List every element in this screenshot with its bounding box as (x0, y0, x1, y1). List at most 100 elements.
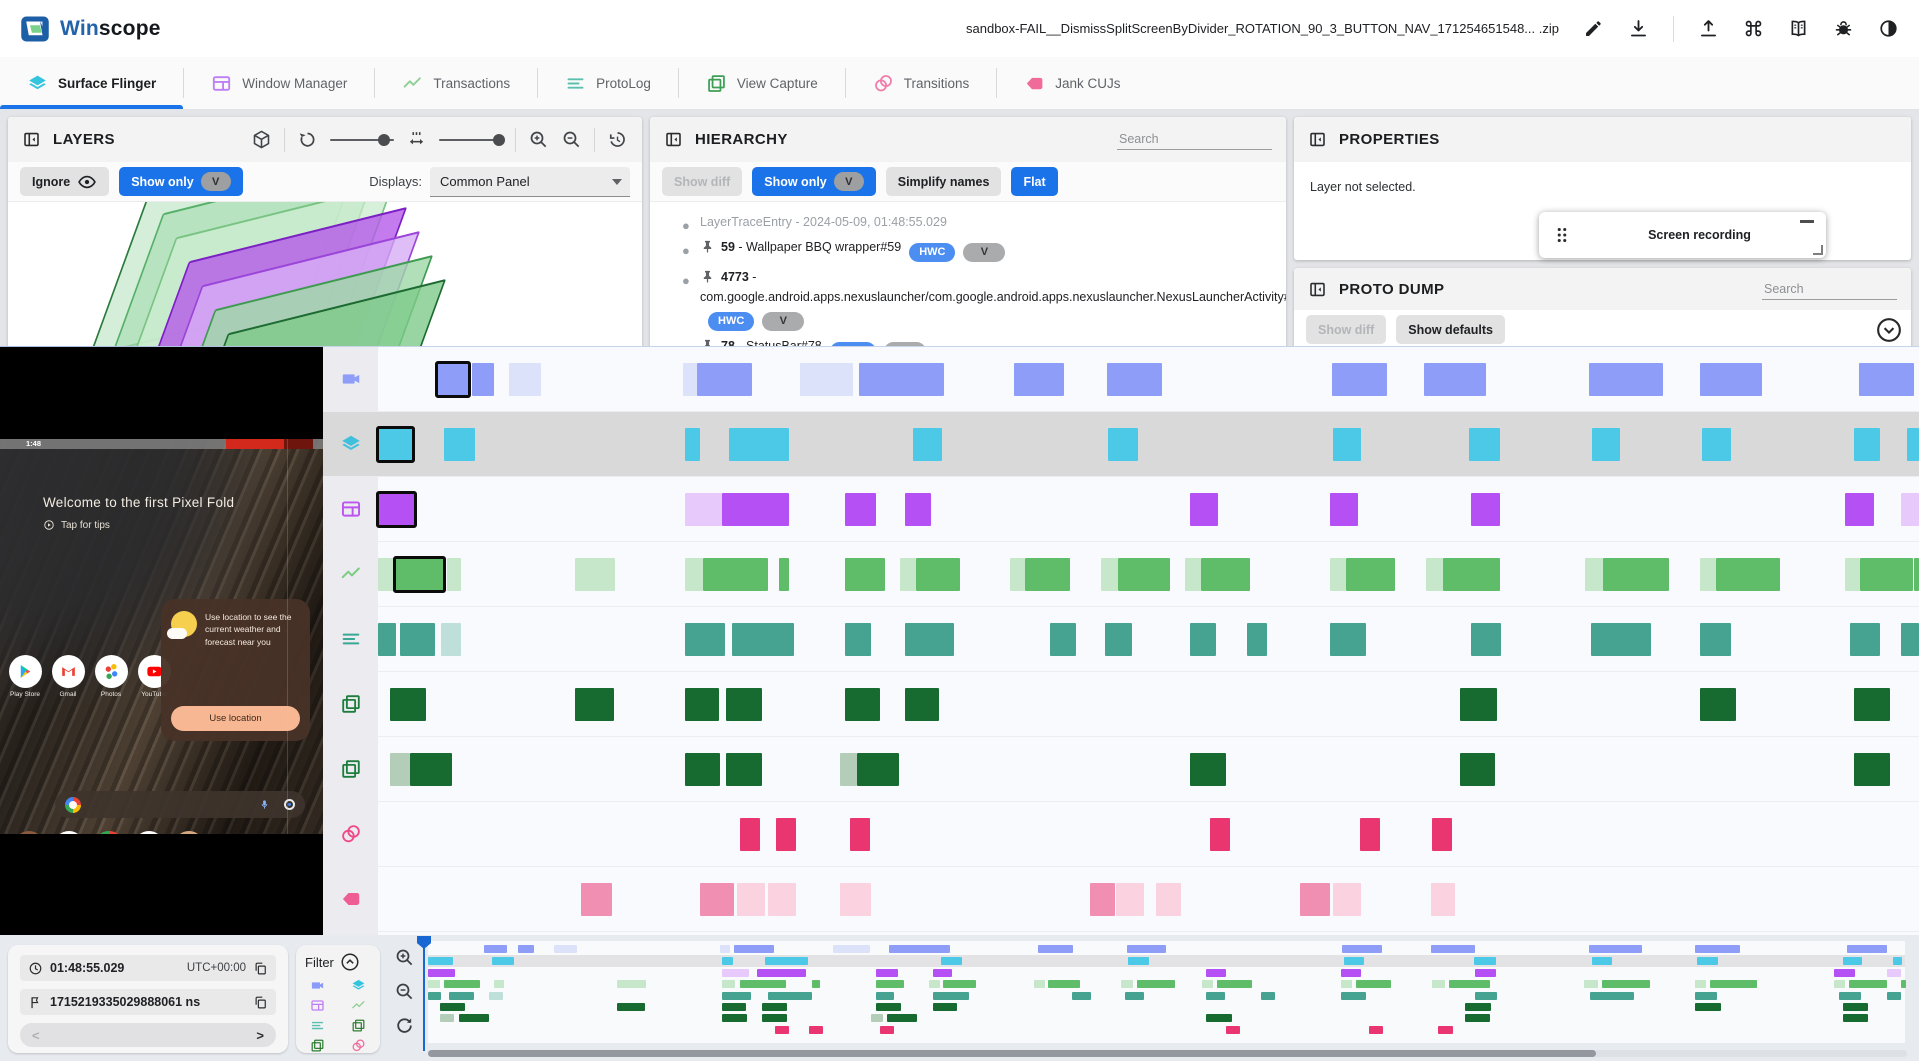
trace-entry-transitions[interactable] (1359, 818, 1380, 851)
mini-trace-entry-surface-flinger[interactable] (491, 957, 514, 965)
rotation-slider[interactable] (330, 133, 394, 146)
trace-entry-view-capture-taskbar[interactable] (684, 688, 719, 721)
mini-trace-entry-transactions[interactable] (1048, 980, 1081, 988)
mini-trace-entry-transactions[interactable] (1602, 980, 1650, 988)
trace-entry-view-capture-taskbar[interactable] (726, 688, 762, 721)
window-icon[interactable] (310, 998, 325, 1013)
mini-trace-entry-transactions[interactable] (494, 980, 505, 988)
mini-trace-entry-transactions[interactable] (1120, 980, 1133, 988)
mini-trace-entry-screen-recording[interactable] (1342, 945, 1383, 953)
tab-transactions[interactable]: Transactions (375, 57, 537, 109)
trace-entry-protolog[interactable] (378, 623, 397, 656)
trace-entry-protolog[interactable] (1700, 623, 1731, 656)
mini-trace-entry-view-capture-taskbar[interactable] (1464, 1003, 1492, 1011)
tab-jank-cujs[interactable]: Jank CUJs (997, 57, 1147, 109)
show-defaults-button[interactable]: Show defaults (1396, 315, 1505, 344)
trace-entry-window-manager[interactable] (1470, 493, 1500, 526)
next-frame-button[interactable]: > (256, 1027, 264, 1043)
mini-trace-entry-protolog[interactable] (448, 992, 475, 1000)
mini-trace-entry-view-capture-taskbar[interactable] (439, 1003, 466, 1011)
trace-entry-view-capture-taskbar[interactable] (1854, 688, 1890, 721)
expand-section-button[interactable] (1875, 316, 1903, 344)
copy-icon[interactable] (253, 961, 268, 976)
mini-trace-entry-protolog[interactable] (875, 992, 895, 1000)
trace-entry-screen-recording[interactable] (1589, 363, 1664, 396)
tab-window-manager[interactable]: Window Manager (184, 57, 374, 109)
mini-trace-entry-view-capture-taskbar[interactable] (1695, 1003, 1721, 1011)
trace-entry-protolog[interactable] (905, 623, 955, 656)
videocam-icon[interactable] (310, 978, 325, 993)
screen-recording-floating-window[interactable]: Screen recording (1539, 212, 1826, 258)
tree-node-4773[interactable]: ● 4773 - com.google.android.apps.nexuslau… (676, 265, 1286, 334)
trace-entry-transactions[interactable] (392, 556, 447, 593)
zoom-in-icon[interactable] (528, 129, 549, 150)
timeline-row-transitions[interactable] (323, 802, 1919, 867)
trace-entry-transactions[interactable] (1715, 558, 1781, 591)
trace-entry-jank-cujs[interactable] (737, 883, 765, 916)
mini-trace-entry-view-capture-launcher[interactable] (761, 1014, 788, 1022)
mini-trace-entry-transactions[interactable] (1848, 980, 1887, 988)
zoom-in-icon[interactable] (394, 947, 415, 968)
collapse-panel-icon[interactable] (22, 130, 41, 149)
trace-entry-view-capture-launcher[interactable] (1190, 753, 1226, 786)
trace-entry-transactions[interactable] (378, 558, 395, 591)
mini-trace-entry-screen-recording[interactable] (1588, 945, 1643, 953)
mini-trace-entry-surface-flinger[interactable] (1696, 957, 1718, 965)
timeline-row-transactions[interactable] (323, 542, 1919, 607)
mini-trace-entry-transitions[interactable] (775, 1026, 790, 1034)
trace-entry-transactions[interactable] (1100, 558, 1118, 591)
shortcuts-icon[interactable] (1743, 18, 1764, 39)
trace-entry-surface-flinger[interactable] (729, 428, 790, 461)
displays-select[interactable]: Common Panel (430, 166, 630, 197)
mini-trace-entry-surface-flinger[interactable] (940, 957, 962, 965)
timeline-row-surface-flinger[interactable] (323, 412, 1919, 477)
mini-trace-entry-window-manager[interactable] (428, 969, 455, 977)
mini-trace-entry-screen-recording[interactable] (484, 945, 508, 953)
human-time-field[interactable]: 01:48:55.029 UTC+00:00 (20, 955, 276, 981)
trace-entry-protolog[interactable] (1470, 623, 1502, 656)
trace-entry-view-capture-launcher[interactable] (1459, 753, 1496, 786)
trace-entry-view-capture-launcher[interactable] (410, 753, 452, 786)
mini-trace-entry-protolog[interactable] (1887, 992, 1901, 1000)
trace-entry-view-capture-launcher[interactable] (840, 753, 858, 786)
trace-entry-screen-recording[interactable] (1424, 363, 1486, 396)
edit-icon[interactable] (1583, 18, 1604, 39)
trace-entry-surface-flinger[interactable] (1854, 428, 1881, 461)
tab-protolog[interactable]: ProtoLog (538, 57, 678, 109)
collapse-panel-icon[interactable] (1308, 130, 1327, 149)
mini-trace-entry-transactions[interactable] (1355, 980, 1391, 988)
resize-handle[interactable] (1813, 245, 1823, 255)
trace-entry-jank-cujs[interactable] (1116, 883, 1144, 916)
trace-entry-transitions[interactable] (1432, 818, 1453, 851)
mini-trace-entry-transitions[interactable] (809, 1026, 824, 1034)
trace-entry-transactions[interactable] (1009, 558, 1026, 591)
trace-entry-transitions[interactable] (849, 818, 870, 851)
trace-entry-surface-flinger[interactable] (1701, 428, 1731, 461)
mini-trace-entry-window-manager[interactable] (933, 969, 952, 977)
trace-entry-transactions[interactable] (1700, 558, 1716, 591)
proto-dump-search-input[interactable] (1762, 278, 1897, 300)
use-location-button[interactable]: Use location (171, 706, 300, 731)
mini-trace-entry-transactions[interactable] (1136, 980, 1175, 988)
documentation-icon[interactable] (1788, 18, 1809, 39)
mini-trace-entry-transactions[interactable] (875, 980, 905, 988)
upload-icon[interactable] (1698, 18, 1719, 39)
mini-trace-entry-screen-recording[interactable] (832, 945, 871, 953)
protolog-icon[interactable] (310, 1018, 325, 1033)
copy-icon[interactable] (253, 995, 268, 1010)
trace-entry-window-manager[interactable] (1845, 493, 1875, 526)
screen-recording-preview[interactable]: 1:48 Welcome to the first Pixel Fold Tap… (0, 346, 323, 935)
trace-entry-transactions[interactable] (1425, 558, 1443, 591)
mini-trace-entry-transactions[interactable] (1900, 980, 1906, 988)
collapse-filter-button[interactable] (340, 952, 360, 972)
mini-trace-entry-surface-flinger[interactable] (1893, 957, 1903, 965)
trace-entry-transactions[interactable] (575, 558, 616, 591)
trace-entry-view-capture-launcher[interactable] (390, 753, 411, 786)
trace-entry-transactions[interactable] (1584, 558, 1604, 591)
mini-trace-entry-view-capture-launcher[interactable] (459, 1014, 489, 1022)
trace-entry-surface-flinger[interactable] (1592, 428, 1621, 461)
mini-trace-entry-window-manager[interactable] (721, 969, 749, 977)
trace-entry-transactions[interactable] (844, 558, 885, 591)
trace-entry-transactions[interactable] (447, 558, 462, 591)
mini-trace-entry-view-capture-taskbar[interactable] (617, 1003, 645, 1011)
